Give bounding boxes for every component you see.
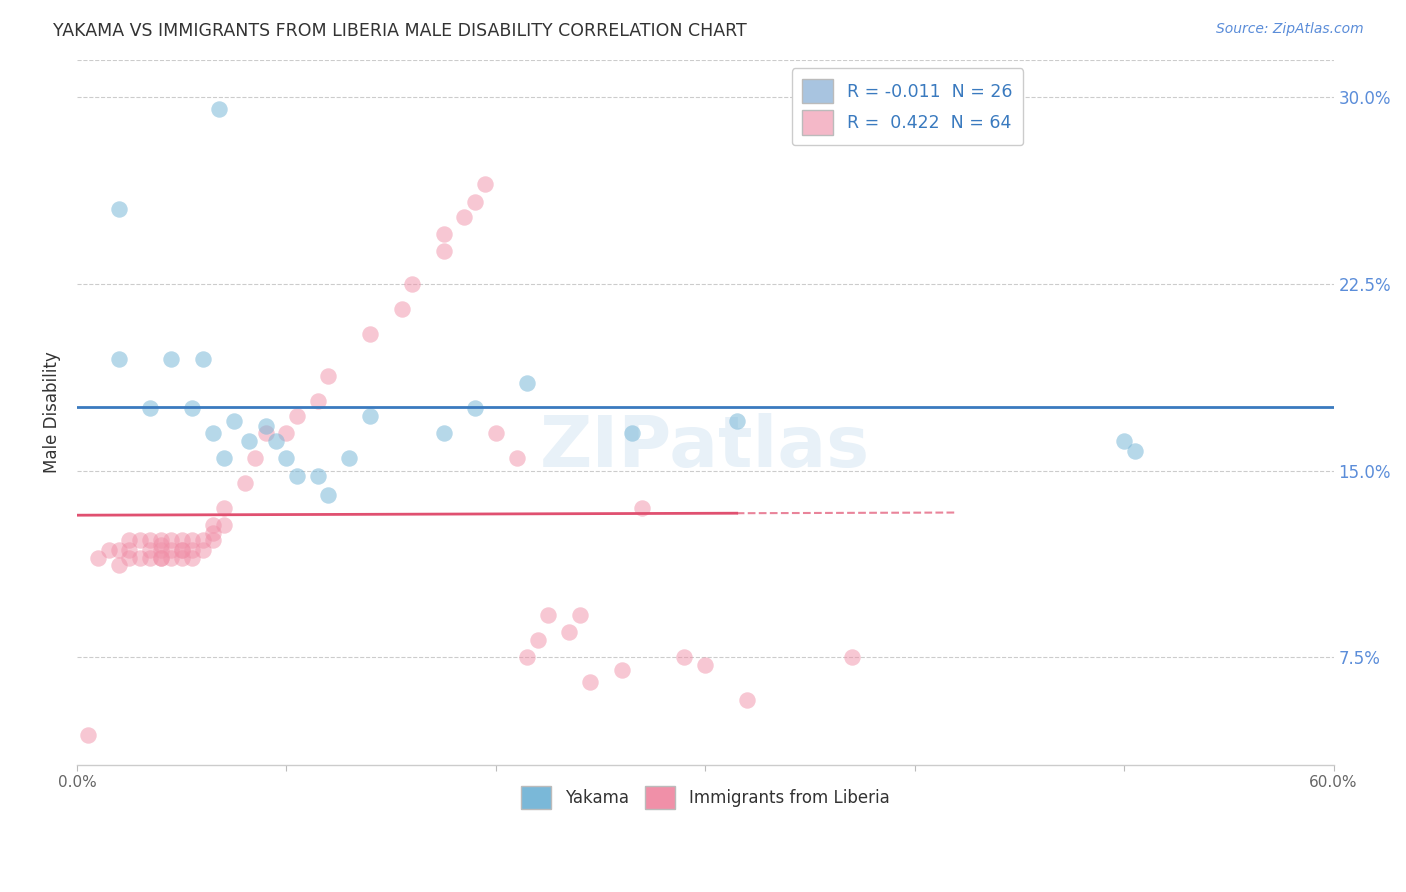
Point: [307, 468, 329, 483]
Point: [318, 488, 340, 502]
Point: [526, 632, 548, 647]
Point: [160, 533, 183, 548]
Point: [191, 533, 214, 548]
Point: [318, 368, 340, 383]
Point: [610, 663, 633, 677]
Point: [391, 301, 413, 316]
Point: [725, 414, 748, 428]
Point: [149, 550, 172, 565]
Point: [276, 426, 298, 441]
Point: [233, 476, 256, 491]
Point: [139, 401, 162, 416]
Point: [673, 650, 696, 665]
Point: [129, 533, 152, 548]
Point: [735, 692, 758, 706]
Point: [485, 426, 508, 441]
Point: [181, 550, 204, 565]
Point: [212, 500, 235, 515]
Point: [129, 550, 152, 565]
Point: [695, 657, 717, 672]
Point: [285, 409, 308, 423]
Point: [464, 401, 486, 416]
Point: [307, 393, 329, 408]
Point: [202, 533, 225, 548]
Point: [453, 210, 475, 224]
Point: [118, 543, 141, 558]
Point: [118, 550, 141, 565]
Point: [160, 543, 183, 558]
Point: [464, 194, 486, 209]
Point: [108, 543, 131, 558]
Point: [432, 227, 454, 241]
Point: [139, 543, 162, 558]
Point: [474, 177, 496, 191]
Point: [108, 558, 131, 573]
Text: YAKAMA VS IMMIGRANTS FROM LIBERIA MALE DISABILITY CORRELATION CHART: YAKAMA VS IMMIGRANTS FROM LIBERIA MALE D…: [53, 22, 747, 40]
Point: [558, 625, 581, 640]
Point: [841, 650, 863, 665]
Point: [1114, 434, 1136, 448]
Point: [170, 533, 193, 548]
Point: [243, 451, 266, 466]
Point: [537, 608, 560, 623]
Point: [337, 451, 360, 466]
Point: [208, 103, 231, 117]
Point: [568, 608, 591, 623]
Point: [139, 550, 162, 565]
Point: [149, 533, 172, 548]
Point: [181, 533, 204, 548]
Point: [212, 451, 235, 466]
Point: [87, 550, 110, 565]
Point: [97, 543, 120, 558]
Point: [516, 376, 538, 391]
Point: [170, 550, 193, 565]
Legend: Yakama, Immigrants from Liberia: Yakama, Immigrants from Liberia: [515, 780, 896, 816]
Point: [160, 351, 183, 366]
Point: [202, 518, 225, 533]
Point: [621, 426, 644, 441]
Text: ZIPatlas: ZIPatlas: [540, 413, 870, 482]
Point: [191, 543, 214, 558]
Point: [149, 538, 172, 552]
Point: [359, 409, 381, 423]
Point: [264, 434, 287, 448]
Point: [516, 650, 538, 665]
Point: [432, 244, 454, 259]
Point: [202, 525, 225, 540]
Point: [108, 202, 131, 216]
Y-axis label: Male Disability: Male Disability: [44, 351, 60, 473]
Text: Source: ZipAtlas.com: Source: ZipAtlas.com: [1216, 22, 1364, 37]
Point: [212, 518, 235, 533]
Point: [139, 533, 162, 548]
Point: [254, 418, 277, 433]
Point: [149, 550, 172, 565]
Point: [191, 351, 214, 366]
Point: [432, 426, 454, 441]
Point: [181, 401, 204, 416]
Point: [276, 451, 298, 466]
Point: [579, 675, 602, 690]
Point: [401, 277, 423, 291]
Point: [285, 468, 308, 483]
Point: [108, 351, 131, 366]
Point: [254, 426, 277, 441]
Point: [170, 543, 193, 558]
Point: [1123, 443, 1146, 458]
Point: [170, 543, 193, 558]
Point: [631, 500, 654, 515]
Point: [238, 434, 260, 448]
Point: [506, 451, 529, 466]
Point: [202, 426, 225, 441]
Point: [359, 326, 381, 341]
Point: [149, 543, 172, 558]
Point: [224, 414, 246, 428]
Point: [181, 543, 204, 558]
Point: [76, 728, 98, 742]
Point: [118, 533, 141, 548]
Point: [160, 550, 183, 565]
